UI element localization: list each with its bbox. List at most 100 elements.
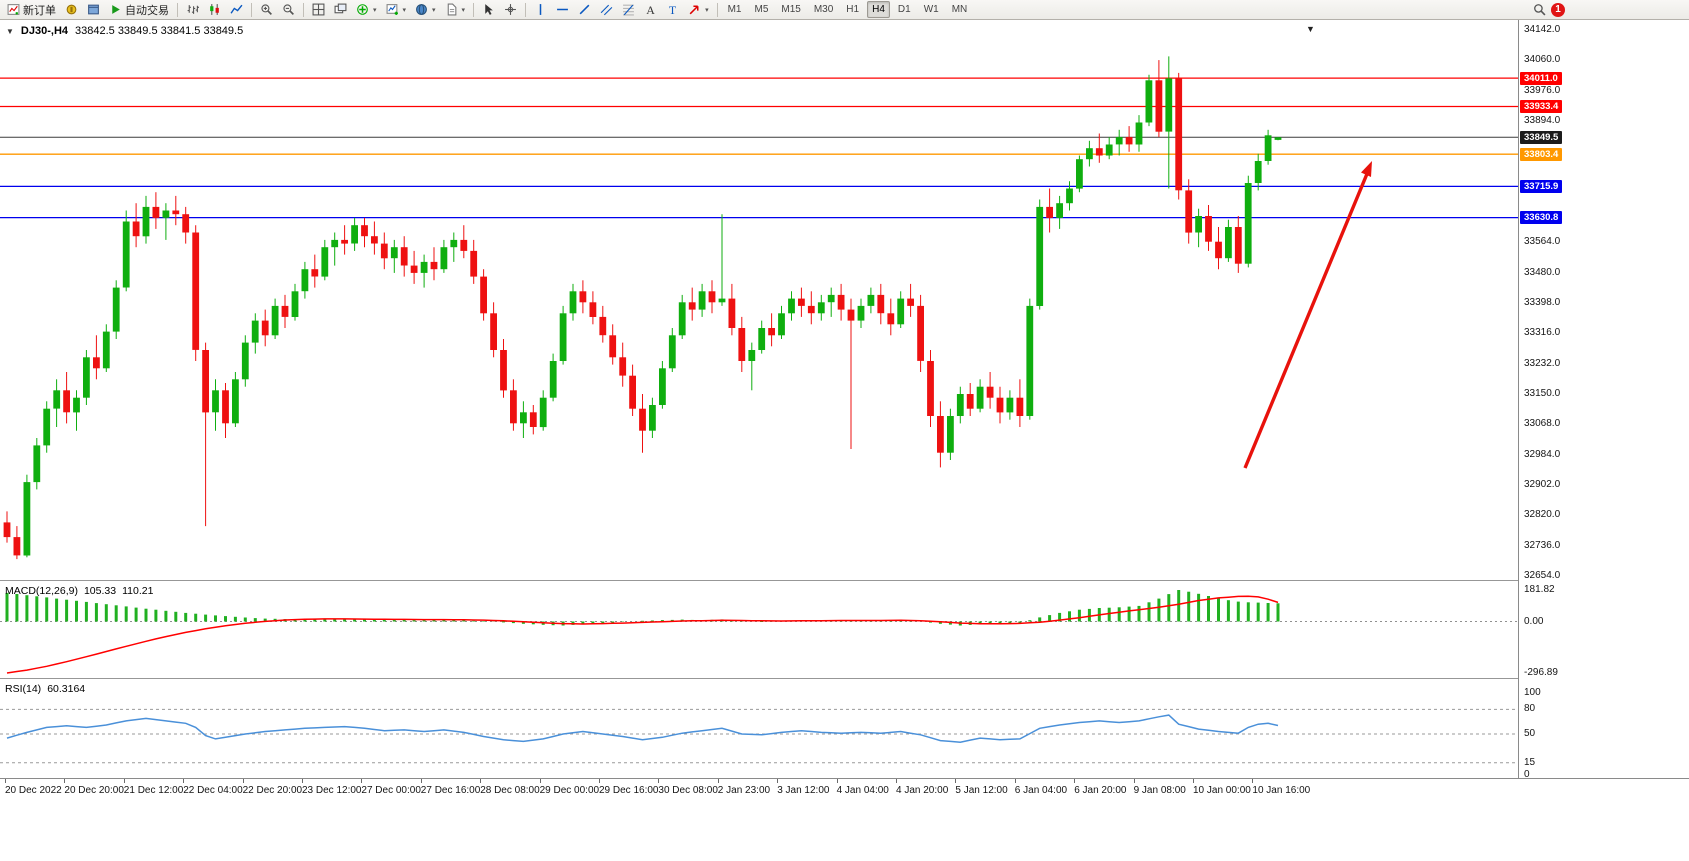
toolbar-separator — [716, 2, 718, 17]
price-tick-label: 34142.0 — [1524, 24, 1561, 35]
profiles-icon — [415, 3, 428, 16]
bar-chart-button[interactable] — [182, 0, 203, 19]
price-tick-label: 32902.0 — [1524, 479, 1561, 490]
macd-chart[interactable] — [0, 582, 1518, 678]
text-label-button[interactable]: T — [662, 0, 683, 19]
price-chart-panel[interactable]: ▼ DJ30-,H4 33842.5 33849.5 33841.5 33849… — [0, 20, 1518, 580]
time-label: 23 Dec 12:00 — [302, 785, 362, 796]
macd-scale-zero-label: 0.00 — [1524, 615, 1544, 627]
dropdown-caret-icon[interactable]: ▾ — [705, 6, 709, 14]
templates-button[interactable]: ▾ — [441, 0, 470, 19]
chart-window: ▼ DJ30-,H4 33842.5 33849.5 33841.5 33849… — [0, 20, 1689, 801]
time-tick — [955, 779, 957, 783]
time-tick — [5, 779, 6, 783]
price-tick-label: 33150.0 — [1524, 388, 1561, 399]
toolbar-separator — [177, 2, 178, 17]
toolbar-separator — [303, 2, 304, 17]
timeframe-d1-button[interactable]: D1 — [897, 4, 911, 15]
price-axis[interactable]: 34142.0 34060.0 33976.0 33894.0 33564.0 33480… — [1518, 20, 1689, 780]
crosshair-button[interactable] — [500, 0, 521, 19]
tile-windows-button[interactable] — [308, 0, 329, 19]
dropdown-caret-icon[interactable]: ▾ — [373, 6, 377, 14]
svg-text:T: T — [669, 3, 677, 16]
panel-separator[interactable] — [0, 580, 1689, 583]
timeframe-h1-button[interactable]: H1 — [846, 4, 860, 15]
channel-button[interactable] — [596, 0, 617, 19]
time-label: 5 Jan 12:00 — [955, 785, 1008, 796]
zoom-in-icon — [260, 3, 273, 16]
candlestick-chart[interactable] — [0, 20, 1518, 580]
price-tick-label: 33232.0 — [1524, 357, 1561, 369]
dropdown-caret-icon[interactable]: ▾ — [461, 6, 466, 14]
time-tick — [1133, 779, 1135, 783]
dropdown-caret-icon[interactable]: ▾ — [402, 6, 407, 14]
rsi-level-label: 100 — [1524, 687, 1541, 698]
time-label: 6 Jan 20:00 — [1074, 785, 1127, 796]
market-watch-button[interactable] — [83, 0, 104, 19]
autotrading-button[interactable]: 自动交易 — [105, 0, 173, 19]
bar-chart-icon — [186, 3, 199, 16]
zoom-in-button[interactable] — [256, 0, 277, 19]
candles-layer — [3, 56, 1282, 560]
timeframe-m15-button[interactable]: M15 — [781, 4, 801, 15]
trend-arrow-annotation[interactable] — [1243, 161, 1372, 469]
rsi-chart[interactable] — [0, 680, 1518, 778]
zoom-out-button[interactable] — [278, 0, 299, 19]
time-tick — [1252, 779, 1254, 783]
time-tick — [717, 779, 719, 783]
price-tick-label: 33316.0 — [1524, 327, 1561, 339]
timeframe-m5-button[interactable]: M5 — [754, 4, 769, 15]
fibonacci-button[interactable] — [618, 0, 639, 19]
price-line-badge: 34011.0 — [1520, 71, 1562, 85]
panel-separator[interactable] — [0, 678, 1689, 681]
expert-advisors-button[interactable] — [61, 0, 82, 19]
dropdown-caret-icon[interactable]: ▾ — [432, 6, 436, 14]
line-chart-button[interactable] — [226, 0, 247, 19]
autotrading-button-label: 自动交易 — [125, 4, 169, 17]
time-tick — [658, 779, 660, 783]
vertical-line-icon — [534, 3, 547, 16]
horizontal-line-objects[interactable] — [0, 77, 1518, 219]
main-toolbar: 新订单 自动交易 ▾ ▾ ▾ ▾ A T ▾ M1 M5 M15 M30 H1 H4 D1 W1 MN 1 — [0, 0, 1689, 20]
channel-icon — [600, 3, 613, 16]
timeframe-h4-button[interactable]: H4 — [867, 1, 890, 18]
time-label: 3 Jan 12:00 — [777, 785, 830, 796]
text-button[interactable]: A — [640, 0, 661, 19]
profiles-button[interactable]: ▾ — [411, 0, 440, 19]
toolbar-separator — [251, 2, 252, 17]
price-line-badge: 33715.9 — [1520, 179, 1563, 193]
timeframe-m30-button[interactable]: M30 — [813, 4, 834, 15]
timeframe-w1-button[interactable]: W1 — [923, 4, 939, 15]
new-order-button[interactable]: 新订单 — [3, 0, 60, 19]
crosshair-icon — [504, 3, 517, 16]
timeframe-mn-button[interactable]: MN — [951, 4, 968, 15]
time-axis[interactable]: 20 Dec 2022 20 Dec 20:00 21 Dec 12:00 22 De… — [0, 778, 1689, 801]
time-tick — [599, 779, 600, 783]
rsi-indicator-panel[interactable]: RSI(14) 60.3164 — [0, 680, 1518, 778]
indicators-button[interactable]: ▾ — [352, 0, 381, 19]
expert-advisors-icon — [65, 3, 78, 16]
one-click-trading-collapse-icon[interactable]: ▼ — [6, 26, 14, 36]
arrows-icon — [688, 3, 701, 16]
search-button[interactable] — [1529, 0, 1550, 19]
vertical-line-button[interactable] — [530, 0, 551, 19]
chart-shift-marker-icon[interactable]: ▼ — [1306, 24, 1315, 34]
timeframe-m1-button[interactable]: M1 — [727, 4, 742, 15]
new-chart-button[interactable]: ▾ — [382, 0, 411, 19]
macd-indicator-panel[interactable]: MACD(12,26,9) 105.33 110.21 — [0, 582, 1518, 678]
auto-arrange-button[interactable] — [330, 0, 351, 19]
macd-histogram — [5, 590, 1280, 626]
cursor-button[interactable] — [478, 0, 499, 19]
horizontal-line-icon — [556, 3, 569, 16]
arrows-button[interactable]: ▾ — [684, 0, 713, 19]
new-order-icon — [7, 3, 20, 16]
toolbar-separator — [525, 2, 527, 17]
fibonacci-icon — [622, 3, 635, 16]
time-label: 30 Dec 08:00 — [658, 785, 718, 796]
time-label: 4 Jan 04:00 — [836, 785, 889, 796]
horizontal-line-button[interactable] — [552, 0, 573, 19]
time-label: 29 Dec 16:00 — [599, 785, 659, 796]
notification-badge[interactable]: 1 — [1551, 2, 1565, 17]
trendline-button[interactable] — [574, 0, 595, 19]
candle-chart-button[interactable] — [204, 0, 225, 19]
